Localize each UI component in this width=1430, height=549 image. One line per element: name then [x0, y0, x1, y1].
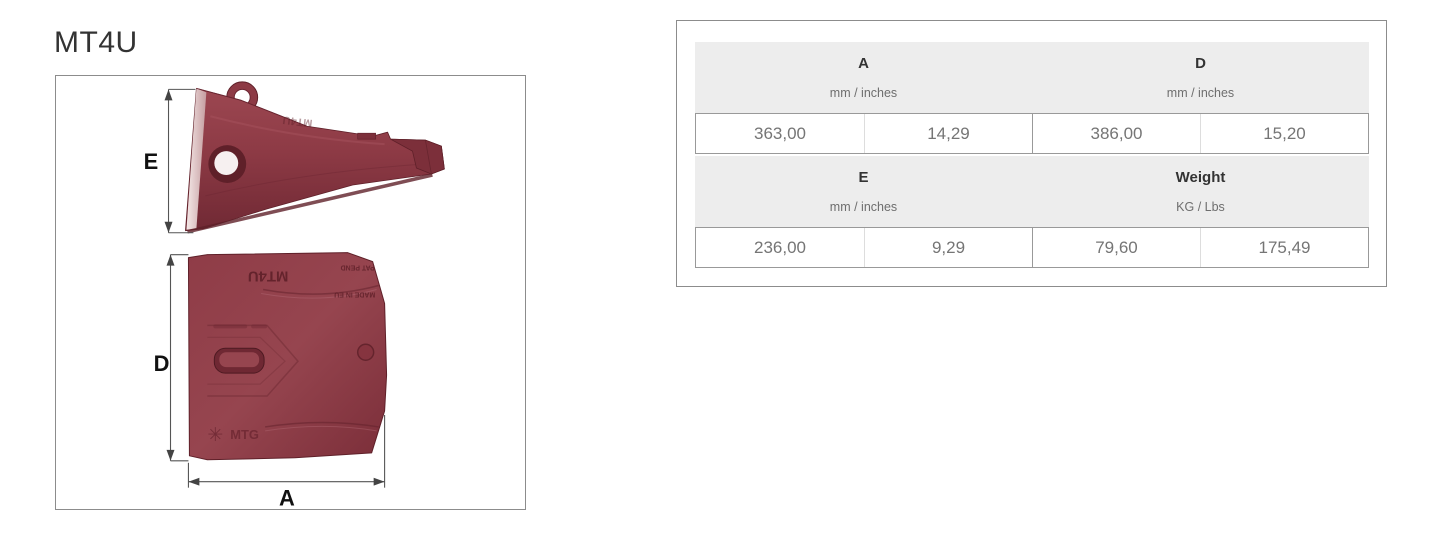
spec-table-panel: A D mm / inches mm / inches 363,00 14,29…: [676, 20, 1387, 287]
dim-label-d: D: [154, 351, 170, 376]
dim-label-a: A: [279, 486, 295, 509]
spec-header-row: A D mm / inches mm / inches: [695, 42, 1369, 113]
spec-values-row: 363,00 14,29 386,00 15,20: [695, 113, 1369, 154]
spec-value-a-mm: 363,00: [696, 114, 864, 153]
tooth-body-top: [187, 252, 388, 461]
spec-block-a-d: A D mm / inches mm / inches 363,00 14,29…: [695, 42, 1369, 154]
spec-value-weight-lbs: 175,49: [1200, 228, 1368, 267]
brand-logo-text: MTG: [230, 427, 259, 442]
spec-values-row: 236,00 9,29 79,60 175,49: [695, 227, 1369, 268]
tooth-tip: [390, 138, 445, 175]
product-diagram-panel: MT4U E: [55, 75, 526, 510]
pin-hole: [214, 151, 239, 176]
part-top-view: MT4U PAT PEND MADE IN EU ✳ MTG D: [154, 252, 388, 509]
page-title: MT4U: [54, 26, 138, 59]
product-drawing: MT4U E: [144, 81, 445, 509]
part-side-view: MT4U E: [144, 81, 445, 234]
brand-star-icon: ✳: [207, 425, 223, 446]
tooth-rear-face: [186, 88, 207, 230]
spec-unit-a: mm / inches: [829, 86, 898, 100]
spec-header-d: D: [1195, 55, 1206, 72]
spec-value-d-inches: 15,20: [1200, 114, 1368, 153]
marking-model: MT4U: [248, 268, 289, 285]
spec-value-d-mm: 386,00: [1032, 114, 1200, 153]
spec-unit-weight: KG / Lbs: [1176, 200, 1225, 214]
dimension-d: [169, 254, 189, 462]
spec-unit-e: mm / inches: [829, 200, 898, 214]
spec-header-weight: Weight: [1175, 169, 1226, 186]
spec-value-e-inches: 9,29: [864, 228, 1032, 267]
marking-made-in-eu: MADE IN EU: [334, 291, 375, 298]
marking-pat-pend: PAT PEND: [341, 264, 375, 271]
spec-value-a-inches: 14,29: [864, 114, 1032, 153]
spec-block-e-weight: E Weight mm / inches KG / Lbs 236,00 9,2…: [695, 156, 1369, 268]
side-marking-model: MT4U: [282, 113, 313, 129]
spec-header-row: E Weight mm / inches KG / Lbs: [695, 156, 1369, 227]
cast-dot: [356, 343, 375, 361]
dimension-e: [167, 88, 196, 234]
dimension-a: [187, 414, 386, 488]
spec-value-e-mm: 236,00: [696, 228, 864, 267]
spec-header-e: E: [858, 169, 869, 186]
spec-value-weight-kg: 79,60: [1032, 228, 1200, 267]
spec-header-a: A: [858, 55, 869, 72]
spec-unit-d: mm / inches: [1166, 86, 1235, 100]
dim-label-e: E: [144, 149, 159, 174]
